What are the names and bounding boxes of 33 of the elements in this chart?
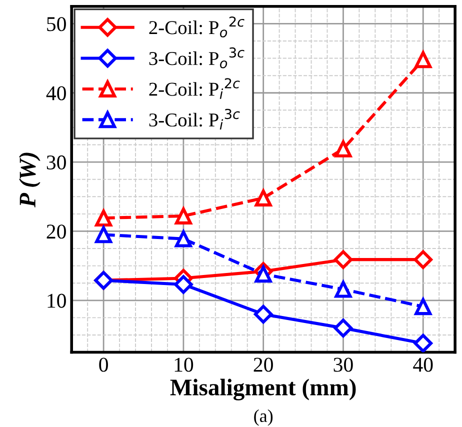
x-tick-label: 40 [413,358,433,372]
point [414,298,432,316]
y-tick-label: 10 [48,294,66,308]
point [174,275,193,294]
point [254,304,273,324]
legend-label: 2-Coil: P$_{i}$$^{2c}$ [149,78,240,99]
y-tick-label: 50 [47,17,66,32]
point [254,266,272,283]
point [254,190,272,206]
point [174,230,192,248]
point [95,210,112,227]
y-axis-title: P (W) [18,152,40,208]
y-tick-label: 20 [46,224,66,239]
point [334,318,353,338]
legend-label: 3-Coil: P$_{o}$$^{3c}$ [149,47,244,68]
point [414,51,432,68]
x-tick-label: 0 [99,358,108,372]
point [334,140,352,158]
legend-label: 3-Coil: P$_{i}$$^{3c}$ [149,108,240,130]
x-tick-label: 30 [334,358,353,372]
y-tick-label: 40 [46,86,66,100]
point [414,334,432,352]
point [414,250,432,269]
point [174,208,192,224]
point [334,280,352,298]
x-tick-label: 10 [174,358,194,372]
x-tick-label: 20 [254,358,273,372]
point [95,226,112,244]
y-tick-label: 30 [46,155,66,170]
point [334,250,353,269]
x-axis-title: Misaligment (mm) [170,378,356,400]
legend-label: 2-Coil: P$_{o}$$^{2c}$ [149,16,244,38]
text: (a) [254,409,273,426]
